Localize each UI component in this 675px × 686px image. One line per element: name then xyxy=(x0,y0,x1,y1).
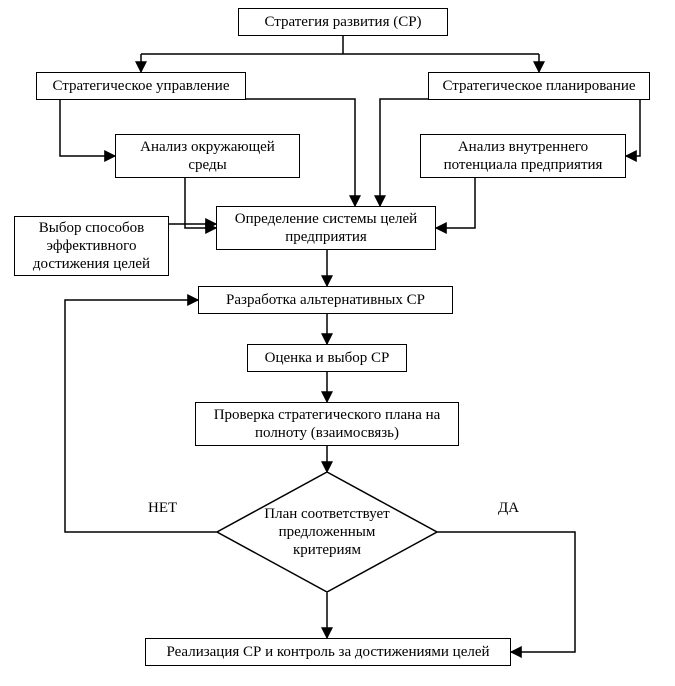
node-plan-check: Проверка стратегического плана на полнот… xyxy=(195,402,459,446)
node-label: Анализ внутреннего потенциала предприяти… xyxy=(427,138,619,174)
node-internal-analysis: Анализ внутреннего потенциала предприяти… xyxy=(420,134,626,178)
node-label: Разработка альтернативных СР xyxy=(226,291,425,309)
node-label: Стратегия развития (СР) xyxy=(264,13,421,31)
edge-label-no: НЕТ xyxy=(148,500,177,517)
node-strategic-planning: Стратегическое планирование xyxy=(428,72,650,100)
node-strategic-mgmt: Стратегическое управление xyxy=(36,72,246,100)
node-label: Оценка и выбор СР xyxy=(265,349,390,367)
node-env-analysis: Анализ окружающей среды xyxy=(115,134,300,178)
node-goal-system: Определение системы целей предприятия xyxy=(216,206,436,250)
node-label: Выбор способов эффективного достижения ц… xyxy=(21,219,162,273)
node-strategy-dev: Стратегия развития (СР) xyxy=(238,8,448,36)
node-label: Стратегическое управление xyxy=(53,77,230,95)
node-decision: План соответствует предложенным критерия… xyxy=(217,472,437,592)
node-label: Определение системы целей предприятия xyxy=(223,210,429,246)
node-realization: Реализация СР и контроль за достижениями… xyxy=(145,638,511,666)
node-label: Реализация СР и контроль за достижениями… xyxy=(166,643,489,661)
node-label: Проверка стратегического плана на полнот… xyxy=(202,406,452,442)
node-label: План соответствует предложенным критерия… xyxy=(257,505,397,559)
node-alt-development: Разработка альтернативных СР xyxy=(198,286,453,314)
node-label: Анализ окружающей среды xyxy=(122,138,293,174)
node-label: Стратегическое планирование xyxy=(442,77,635,95)
node-ways-selection: Выбор способов эффективного достижения ц… xyxy=(14,216,169,276)
edge-label-yes: ДА xyxy=(498,500,519,517)
node-evaluate-select: Оценка и выбор СР xyxy=(247,344,407,372)
